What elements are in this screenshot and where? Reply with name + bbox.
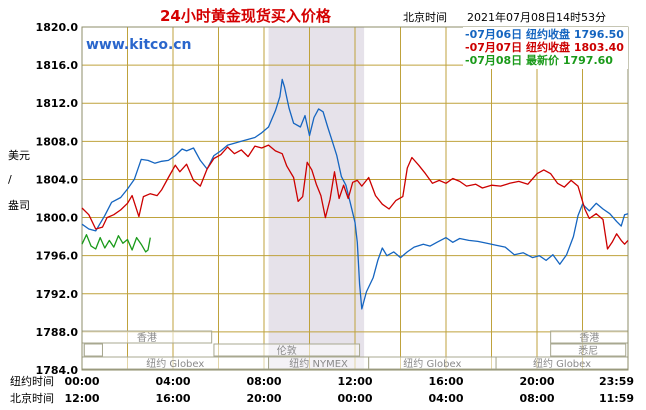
y-tick-label: 1812.0 bbox=[36, 97, 79, 110]
y-axis-label-part-2: / bbox=[8, 173, 12, 186]
legend-entry: -07月06日 纽约收盘 1796.50 bbox=[465, 27, 624, 41]
market-hongkong-1-label: 香港 bbox=[137, 332, 157, 344]
header-timezone-label: 北京时间 bbox=[403, 10, 447, 24]
market-hongkong-2: 香港 bbox=[550, 330, 629, 344]
market-london-box bbox=[213, 343, 361, 357]
y-tick-label: 1816.0 bbox=[36, 59, 79, 72]
x-axis-ticks: 00:00 04:00 08:00 12:00 16:00 20:00 23:59 12:00… bbox=[64, 375, 634, 405]
market-globex-1: 纽约 Globex bbox=[81, 356, 270, 370]
x-tick-label-bj: 11:59 bbox=[599, 392, 634, 405]
market-sydney-box bbox=[550, 343, 627, 357]
plot-frame bbox=[81, 26, 629, 371]
x-tick-label-ny: 04:00 bbox=[155, 375, 190, 388]
y-axis-ticks: 1820.0 1816.0 1812.0 1808.0 1804.0 1800.0 1796… bbox=[36, 21, 79, 377]
y-tick-label: 1808.0 bbox=[36, 135, 79, 148]
legend-entry: -07月07日 纽约收盘 1803.40 bbox=[465, 40, 624, 54]
ny-time-row-label: 纽约时间 bbox=[10, 374, 54, 388]
market-london-label: 伦敦 bbox=[277, 344, 297, 357]
legend: -07月06日 纽约收盘 1796.50-07月07日 纽约收盘 1803.40… bbox=[463, 27, 628, 69]
market-london: 伦敦 bbox=[213, 343, 361, 357]
y-tick-label: 1788.0 bbox=[36, 326, 79, 339]
market-misc-2-box bbox=[83, 343, 103, 357]
x-tick-label-ny: 00:00 bbox=[64, 375, 99, 388]
y-tick-label: 1804.0 bbox=[36, 173, 79, 186]
x-tick-label-bj: 00:00 bbox=[337, 392, 372, 405]
market-hongkong-1: 香港 bbox=[81, 330, 213, 344]
watermark-logo: www.kitco.cn bbox=[86, 37, 192, 53]
market-nymex: 纽约 NYMEX bbox=[268, 356, 370, 370]
x-tick-label-bj: 20:00 bbox=[246, 392, 281, 405]
y-tick-label: 1792.0 bbox=[36, 288, 79, 301]
series-line-2 bbox=[81, 144, 629, 250]
market-globex-3-label: 纽约 Globex bbox=[533, 357, 591, 370]
x-tick-label-ny: 20:00 bbox=[519, 375, 554, 388]
market-misc-2 bbox=[83, 343, 103, 357]
series-lines bbox=[81, 78, 629, 310]
x-tick-label-bj: 16:00 bbox=[155, 392, 190, 405]
legend-background bbox=[463, 27, 628, 69]
market-hongkong-2-label: 香港 bbox=[579, 332, 599, 344]
market-globex-3: 纽约 Globex bbox=[495, 356, 629, 370]
x-tick-label-bj: 12:00 bbox=[64, 392, 99, 405]
x-tick-label-ny: 16:00 bbox=[428, 375, 463, 388]
y-tick-label: 1820.0 bbox=[36, 21, 79, 34]
market-globex-1-label: 纽约 Globex bbox=[146, 357, 204, 370]
y-tick-label: 1800.0 bbox=[36, 212, 79, 225]
series-line-3 bbox=[81, 234, 151, 253]
x-tick-label-ny: 12:00 bbox=[337, 375, 372, 388]
y-axis-label-part-3: 盎司 bbox=[8, 198, 30, 212]
market-sydney-label: 悉尼 bbox=[578, 345, 598, 357]
y-tick-label: 1796.0 bbox=[36, 250, 79, 263]
x-tick-label-bj: 08:00 bbox=[519, 392, 554, 405]
y-axis-label: 美元 / 盎司 bbox=[8, 149, 34, 212]
x-tick-label-bj: 04:00 bbox=[428, 392, 463, 405]
legend-entry: -07月08日 最新价 1797.60 bbox=[465, 53, 613, 67]
market-nymex-label: 纽约 NYMEX bbox=[289, 357, 348, 370]
x-tick-label-ny: 08:00 bbox=[246, 375, 281, 388]
y-axis-label-part-1: 美元 bbox=[8, 149, 30, 162]
header-timestamp: 2021年07月08日14时53分 bbox=[467, 10, 606, 24]
y-tick-label: 1784.0 bbox=[36, 364, 79, 377]
chart-title: 24小时黄金现货买入价格 bbox=[160, 7, 332, 25]
series-line-1 bbox=[81, 78, 629, 310]
market-globex-2: 纽约 Globex bbox=[368, 356, 497, 370]
market-globex-2-label: 纽约 Globex bbox=[403, 357, 461, 370]
bj-time-row-label: 北京时间 bbox=[10, 391, 54, 405]
x-tick-label-ny: 23:59 bbox=[599, 375, 634, 388]
market-sydney: 悉尼 bbox=[550, 343, 627, 357]
